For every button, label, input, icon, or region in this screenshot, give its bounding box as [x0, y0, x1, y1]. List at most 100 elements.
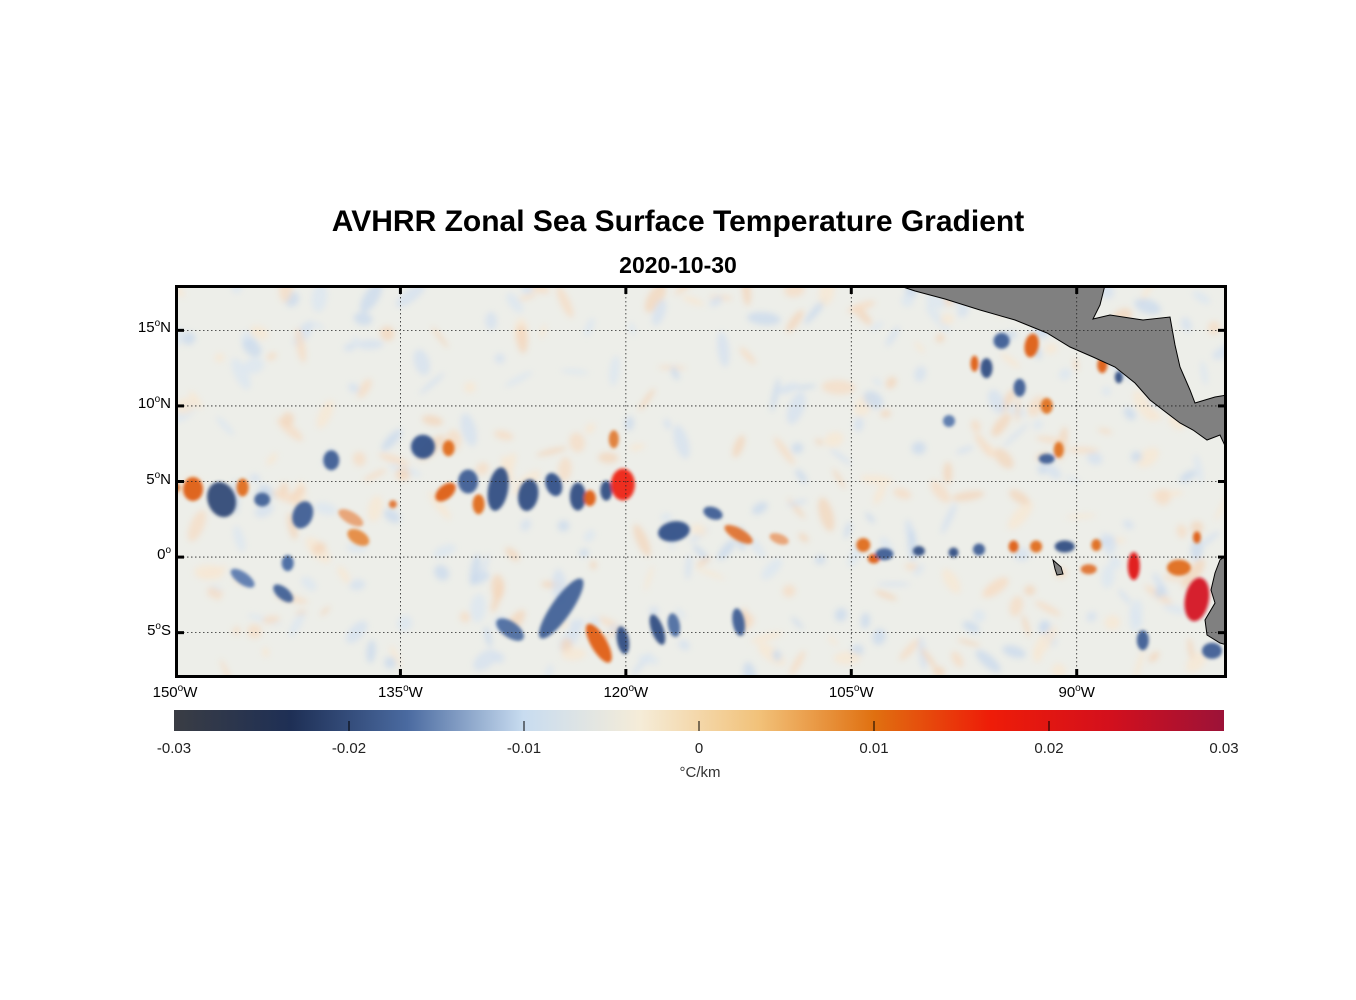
gradient-texture-blob — [557, 520, 570, 532]
gradient-texture-blob — [935, 333, 945, 343]
gradient-texture-blob — [1181, 559, 1206, 589]
gradient-texture-blob — [353, 312, 373, 326]
lat-label: 15oN — [137, 318, 171, 337]
lon-label: 150oW — [152, 683, 198, 701]
gradient-texture-blob — [1058, 368, 1072, 380]
gradient-texture-blob — [266, 452, 278, 466]
gradient-texture-blob — [983, 577, 1009, 598]
gradient-feature — [993, 332, 1010, 349]
gradient-texture-blob — [1101, 386, 1111, 396]
gradient-texture-blob — [536, 446, 568, 457]
gradient-feature — [1192, 531, 1201, 544]
gradient-texture-blob — [975, 649, 1001, 673]
gradient-texture-blob — [628, 322, 636, 335]
gradient-texture-blob — [348, 383, 360, 393]
gradient-feature — [1024, 333, 1039, 358]
gradient-texture-blob — [316, 399, 334, 429]
gradient-texture-blob — [957, 638, 981, 647]
gradient-texture-blob — [216, 416, 234, 436]
colorbar-tick-label: 0.03 — [1209, 740, 1239, 757]
gradient-texture-blob — [991, 413, 1011, 437]
sst-gradient-map — [175, 285, 1227, 678]
gradient-texture-blob — [832, 468, 846, 489]
lon-label: 105oW — [828, 683, 874, 701]
gradient-texture-blob — [232, 626, 241, 635]
gradient-texture-blob — [345, 620, 368, 644]
gradient-feature — [347, 528, 370, 546]
gradient-feature — [538, 578, 584, 639]
gradient-texture-blob — [413, 349, 431, 376]
gradient-feature — [769, 533, 789, 545]
gradient-texture-blob — [558, 457, 572, 482]
gradient-texture-blob — [1009, 489, 1030, 505]
gradient-texture-blob — [389, 645, 401, 668]
gradient-texture-blob — [428, 491, 451, 520]
gradient-texture-blob — [692, 544, 710, 562]
gradient-texture-blob — [584, 529, 595, 542]
gradient-texture-blob — [717, 331, 730, 367]
gradient-texture-blob — [972, 609, 986, 623]
gradient-texture-blob — [1192, 291, 1211, 304]
gradient-texture-blob — [584, 317, 595, 337]
gradient-texture-blob — [681, 295, 704, 306]
gradient-texture-blob — [381, 429, 403, 451]
gradient-texture-blob — [247, 624, 262, 639]
gradient-texture-blob — [281, 412, 295, 427]
gradient-texture-blob — [761, 558, 783, 580]
gradient-texture-blob — [1097, 428, 1113, 435]
gradient-texture-blob — [384, 656, 397, 669]
gradient-texture-blob — [1148, 651, 1160, 663]
gradient-feature — [667, 613, 681, 637]
gradient-texture-blob — [1109, 556, 1122, 570]
gradient-feature — [1136, 630, 1149, 651]
lon-label: 135oW — [378, 683, 423, 701]
gradient-texture-blob — [287, 512, 298, 540]
gradient-texture-blob — [1139, 285, 1157, 305]
gradient-texture-blob — [395, 285, 426, 308]
galapagos-island — [1052, 558, 1064, 576]
gradient-feature — [973, 543, 985, 556]
gradient-texture-blob — [880, 409, 892, 418]
gradient-texture-blob — [962, 621, 980, 633]
gradient-texture-blob — [685, 554, 692, 580]
gradient-texture-blob — [520, 518, 532, 532]
lat-label: 0o — [157, 545, 171, 564]
gradient-texture-blob — [1002, 422, 1029, 448]
gradient-texture-blob — [1123, 407, 1136, 421]
land-mass — [896, 285, 1227, 646]
gradient-texture-blob — [791, 442, 804, 454]
gradient-texture-blob — [940, 502, 957, 535]
gradient-texture-blob — [660, 513, 672, 523]
gradient-feature — [1184, 577, 1210, 622]
gradient-texture-blob — [214, 352, 225, 363]
gradient-feature — [545, 472, 563, 497]
gradient-texture-blob — [638, 388, 655, 411]
gradient-texture-blob — [1176, 524, 1187, 539]
lon-label: 120oW — [603, 683, 649, 701]
gradient-texture-blob — [272, 489, 302, 505]
gradient-texture-blob — [1086, 451, 1103, 465]
gradient-feature — [323, 450, 340, 471]
gradient-texture-blob — [914, 341, 925, 354]
lon-label: 90oW — [1058, 683, 1095, 701]
gradient-texture-blob — [786, 309, 804, 333]
gradient-texture-blob — [242, 338, 262, 357]
gradient-texture-blob — [717, 539, 736, 561]
gradient-texture-blob — [860, 612, 871, 629]
gradient-feature — [517, 479, 539, 511]
gradient-feature — [608, 430, 619, 449]
gradient-texture-blob — [434, 564, 450, 581]
gradient-feature — [1202, 642, 1222, 659]
gradient-texture-blob — [505, 547, 520, 562]
gradient-texture-blob — [556, 286, 574, 318]
gradient-texture-blob — [804, 297, 827, 325]
gradient-texture-blob — [633, 524, 651, 557]
gradient-texture-blob — [824, 431, 844, 448]
gradient-texture-blob — [216, 589, 223, 601]
gradient-texture-blob — [920, 647, 937, 670]
gradient-texture-blob — [231, 358, 251, 390]
gradient-texture-blob — [1013, 547, 1030, 562]
gradient-texture-blob — [629, 443, 645, 451]
gradient-texture-blob — [874, 590, 898, 601]
gradient-feature — [183, 477, 203, 502]
